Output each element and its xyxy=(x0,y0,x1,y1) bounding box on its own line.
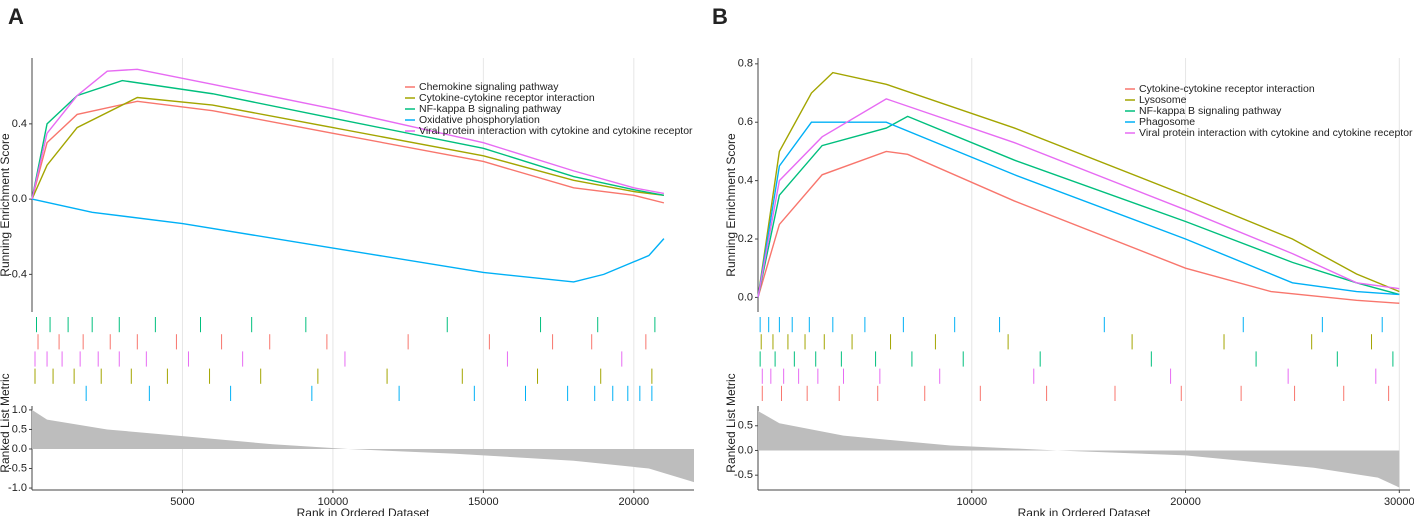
legend-label: Cytokine-cytokine receptor interaction xyxy=(419,92,595,104)
y-axis-label: Running Enrichment Score xyxy=(0,133,12,277)
x-axis-label: Rank in Ordered Dataset xyxy=(297,506,430,516)
es-line xyxy=(757,121,1400,298)
legend-label: Chemokine signaling pathway xyxy=(419,81,559,93)
es-line xyxy=(757,115,1400,298)
legend-label: NF-kappa B signaling pathway xyxy=(419,103,562,115)
y-tick-label: -0.4 xyxy=(8,268,27,280)
legend-label: Cytokine-cytokine receptor interaction xyxy=(1139,83,1315,95)
legend-label: Phagosome xyxy=(1139,116,1195,128)
y-axis-label: Running Enrichment Score xyxy=(724,133,738,277)
y-tick-label: 0.2 xyxy=(738,233,753,245)
y-tick-label: 0.5 xyxy=(738,420,753,432)
y-tick-label: 0.0 xyxy=(738,291,753,303)
es-line xyxy=(31,96,664,200)
y-tick-label: -1.0 xyxy=(8,482,27,494)
es-line xyxy=(757,71,1400,298)
y-tick-label: 0.8 xyxy=(738,58,753,70)
es-line xyxy=(31,79,665,200)
es-line xyxy=(757,98,1400,298)
y-tick-label: -0.5 xyxy=(8,462,27,474)
metric-area xyxy=(32,409,694,483)
es-line xyxy=(31,68,665,200)
panel-label: B xyxy=(712,4,728,29)
x-tick-label: 30000 xyxy=(1384,496,1414,508)
y-tick-label: 1.0 xyxy=(12,404,27,416)
y-tick-label: 0.4 xyxy=(12,118,27,130)
es-line xyxy=(31,100,665,204)
y-tick-label: 0.0 xyxy=(12,193,27,205)
y-tick-label: 0.5 xyxy=(12,423,27,435)
legend-label: Lysosome xyxy=(1139,94,1187,106)
es-line xyxy=(757,150,1400,304)
y-tick-label: -0.5 xyxy=(734,469,753,481)
y-tick-label: 0.0 xyxy=(12,443,27,455)
x-tick-label: 5000 xyxy=(170,496,194,508)
legend-label: Oxidative phosphorylation xyxy=(419,114,540,126)
legend-label: Viral protein interaction with cytokine … xyxy=(1139,127,1413,139)
x-tick-label: 10000 xyxy=(318,496,349,508)
x-axis-label: Rank in Ordered Dataset xyxy=(1018,506,1151,516)
y-axis-label: Ranked List Metric xyxy=(724,373,738,472)
x-tick-label: 20000 xyxy=(619,496,650,508)
panel-label: A xyxy=(8,4,24,29)
y-tick-label: 0.4 xyxy=(738,175,753,187)
legend-label: NF-kappa B signaling pathway xyxy=(1139,105,1282,117)
x-tick-label: 10000 xyxy=(956,496,987,508)
metric-area xyxy=(758,410,1400,488)
x-tick-label: 15000 xyxy=(468,496,499,508)
y-axis-label: Ranked List Metric xyxy=(0,373,12,472)
y-tick-label: 0.0 xyxy=(738,444,753,456)
es-line xyxy=(31,198,665,283)
legend-label: Viral protein interaction with cytokine … xyxy=(419,125,693,137)
y-tick-label: 0.6 xyxy=(738,116,753,128)
x-tick-label: 20000 xyxy=(1170,496,1201,508)
